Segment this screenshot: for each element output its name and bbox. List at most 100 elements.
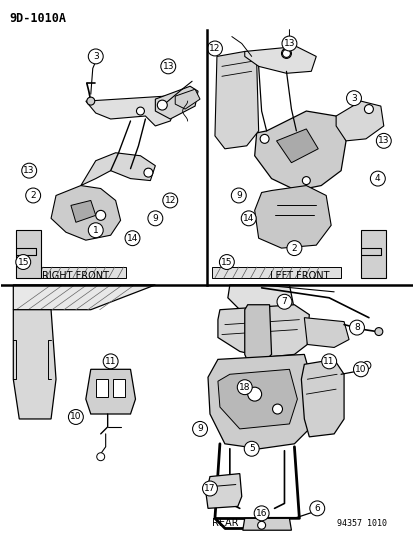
Polygon shape [276,129,318,163]
Text: 9: 9 [235,191,241,200]
Circle shape [162,193,177,208]
Circle shape [257,521,265,529]
Text: 1: 1 [93,226,98,235]
Circle shape [286,241,301,256]
Text: 10: 10 [70,413,81,422]
Text: 14: 14 [242,214,254,223]
Text: 9D-1010A: 9D-1010A [9,12,66,25]
Circle shape [237,379,252,394]
Circle shape [160,59,175,74]
Polygon shape [85,369,135,414]
Text: 5: 5 [248,445,254,453]
Polygon shape [13,310,56,419]
Polygon shape [242,518,291,530]
Polygon shape [207,354,313,449]
Circle shape [375,133,390,148]
Circle shape [244,441,259,456]
Bar [95,379,107,397]
Polygon shape [85,96,175,126]
Circle shape [241,211,256,226]
Polygon shape [335,101,383,141]
Polygon shape [16,230,41,278]
Circle shape [282,50,290,58]
Polygon shape [244,46,316,74]
Circle shape [22,163,37,178]
Polygon shape [71,200,95,222]
Text: 13: 13 [24,166,35,175]
Polygon shape [214,52,258,149]
Circle shape [16,255,31,270]
Circle shape [247,387,261,401]
Circle shape [321,354,336,369]
Circle shape [147,211,162,226]
Text: 13: 13 [283,39,294,48]
Circle shape [157,100,167,110]
Circle shape [281,49,291,59]
Circle shape [272,404,282,414]
Text: 18: 18 [238,383,250,392]
Polygon shape [217,369,297,429]
Text: 15: 15 [17,257,29,266]
Polygon shape [16,267,125,278]
Circle shape [346,91,361,106]
Bar [112,379,124,397]
Circle shape [362,361,370,369]
Text: 3: 3 [350,94,356,103]
Circle shape [349,320,363,335]
Circle shape [144,168,152,177]
Circle shape [97,453,104,461]
Polygon shape [81,153,155,185]
Text: 9: 9 [197,424,202,433]
Circle shape [125,231,140,246]
Polygon shape [51,185,120,240]
Text: 94357 1010: 94357 1010 [336,519,386,528]
Circle shape [374,328,382,336]
Text: LEFT FRONT: LEFT FRONT [269,271,328,281]
Circle shape [259,134,268,143]
Polygon shape [301,359,343,437]
Circle shape [103,354,118,369]
Text: 10: 10 [354,365,366,374]
Circle shape [363,104,373,114]
Circle shape [276,294,291,309]
Text: 2: 2 [291,244,297,253]
Text: 8: 8 [353,323,359,332]
Circle shape [88,49,103,64]
Polygon shape [244,305,271,361]
Polygon shape [254,111,345,190]
Text: 9: 9 [152,214,158,223]
Circle shape [301,176,310,184]
Text: 6: 6 [313,504,319,513]
Polygon shape [13,285,155,310]
Polygon shape [254,185,330,248]
Text: RIGHT FRONT: RIGHT FRONT [42,271,109,281]
Circle shape [370,171,385,186]
Circle shape [207,41,222,56]
Circle shape [309,501,324,516]
Text: 17: 17 [204,484,215,493]
Text: REAR: REAR [211,518,237,528]
Text: 13: 13 [162,62,173,71]
Circle shape [219,255,234,270]
Text: 12: 12 [164,196,176,205]
Text: 11: 11 [104,357,116,366]
Polygon shape [155,86,197,119]
Polygon shape [360,230,385,278]
Text: 15: 15 [221,257,232,266]
Circle shape [254,506,268,521]
Text: 11: 11 [323,357,334,366]
Polygon shape [227,285,294,318]
Text: 7: 7 [281,297,287,306]
Circle shape [192,422,207,437]
Text: 3: 3 [93,52,98,61]
Text: 12: 12 [209,44,220,53]
Text: 16: 16 [255,509,267,518]
Circle shape [202,481,217,496]
Polygon shape [175,89,199,109]
Circle shape [281,36,296,51]
Text: 13: 13 [377,136,389,146]
Polygon shape [217,305,309,358]
Text: 14: 14 [126,233,138,243]
Circle shape [87,97,95,105]
Circle shape [88,223,103,238]
